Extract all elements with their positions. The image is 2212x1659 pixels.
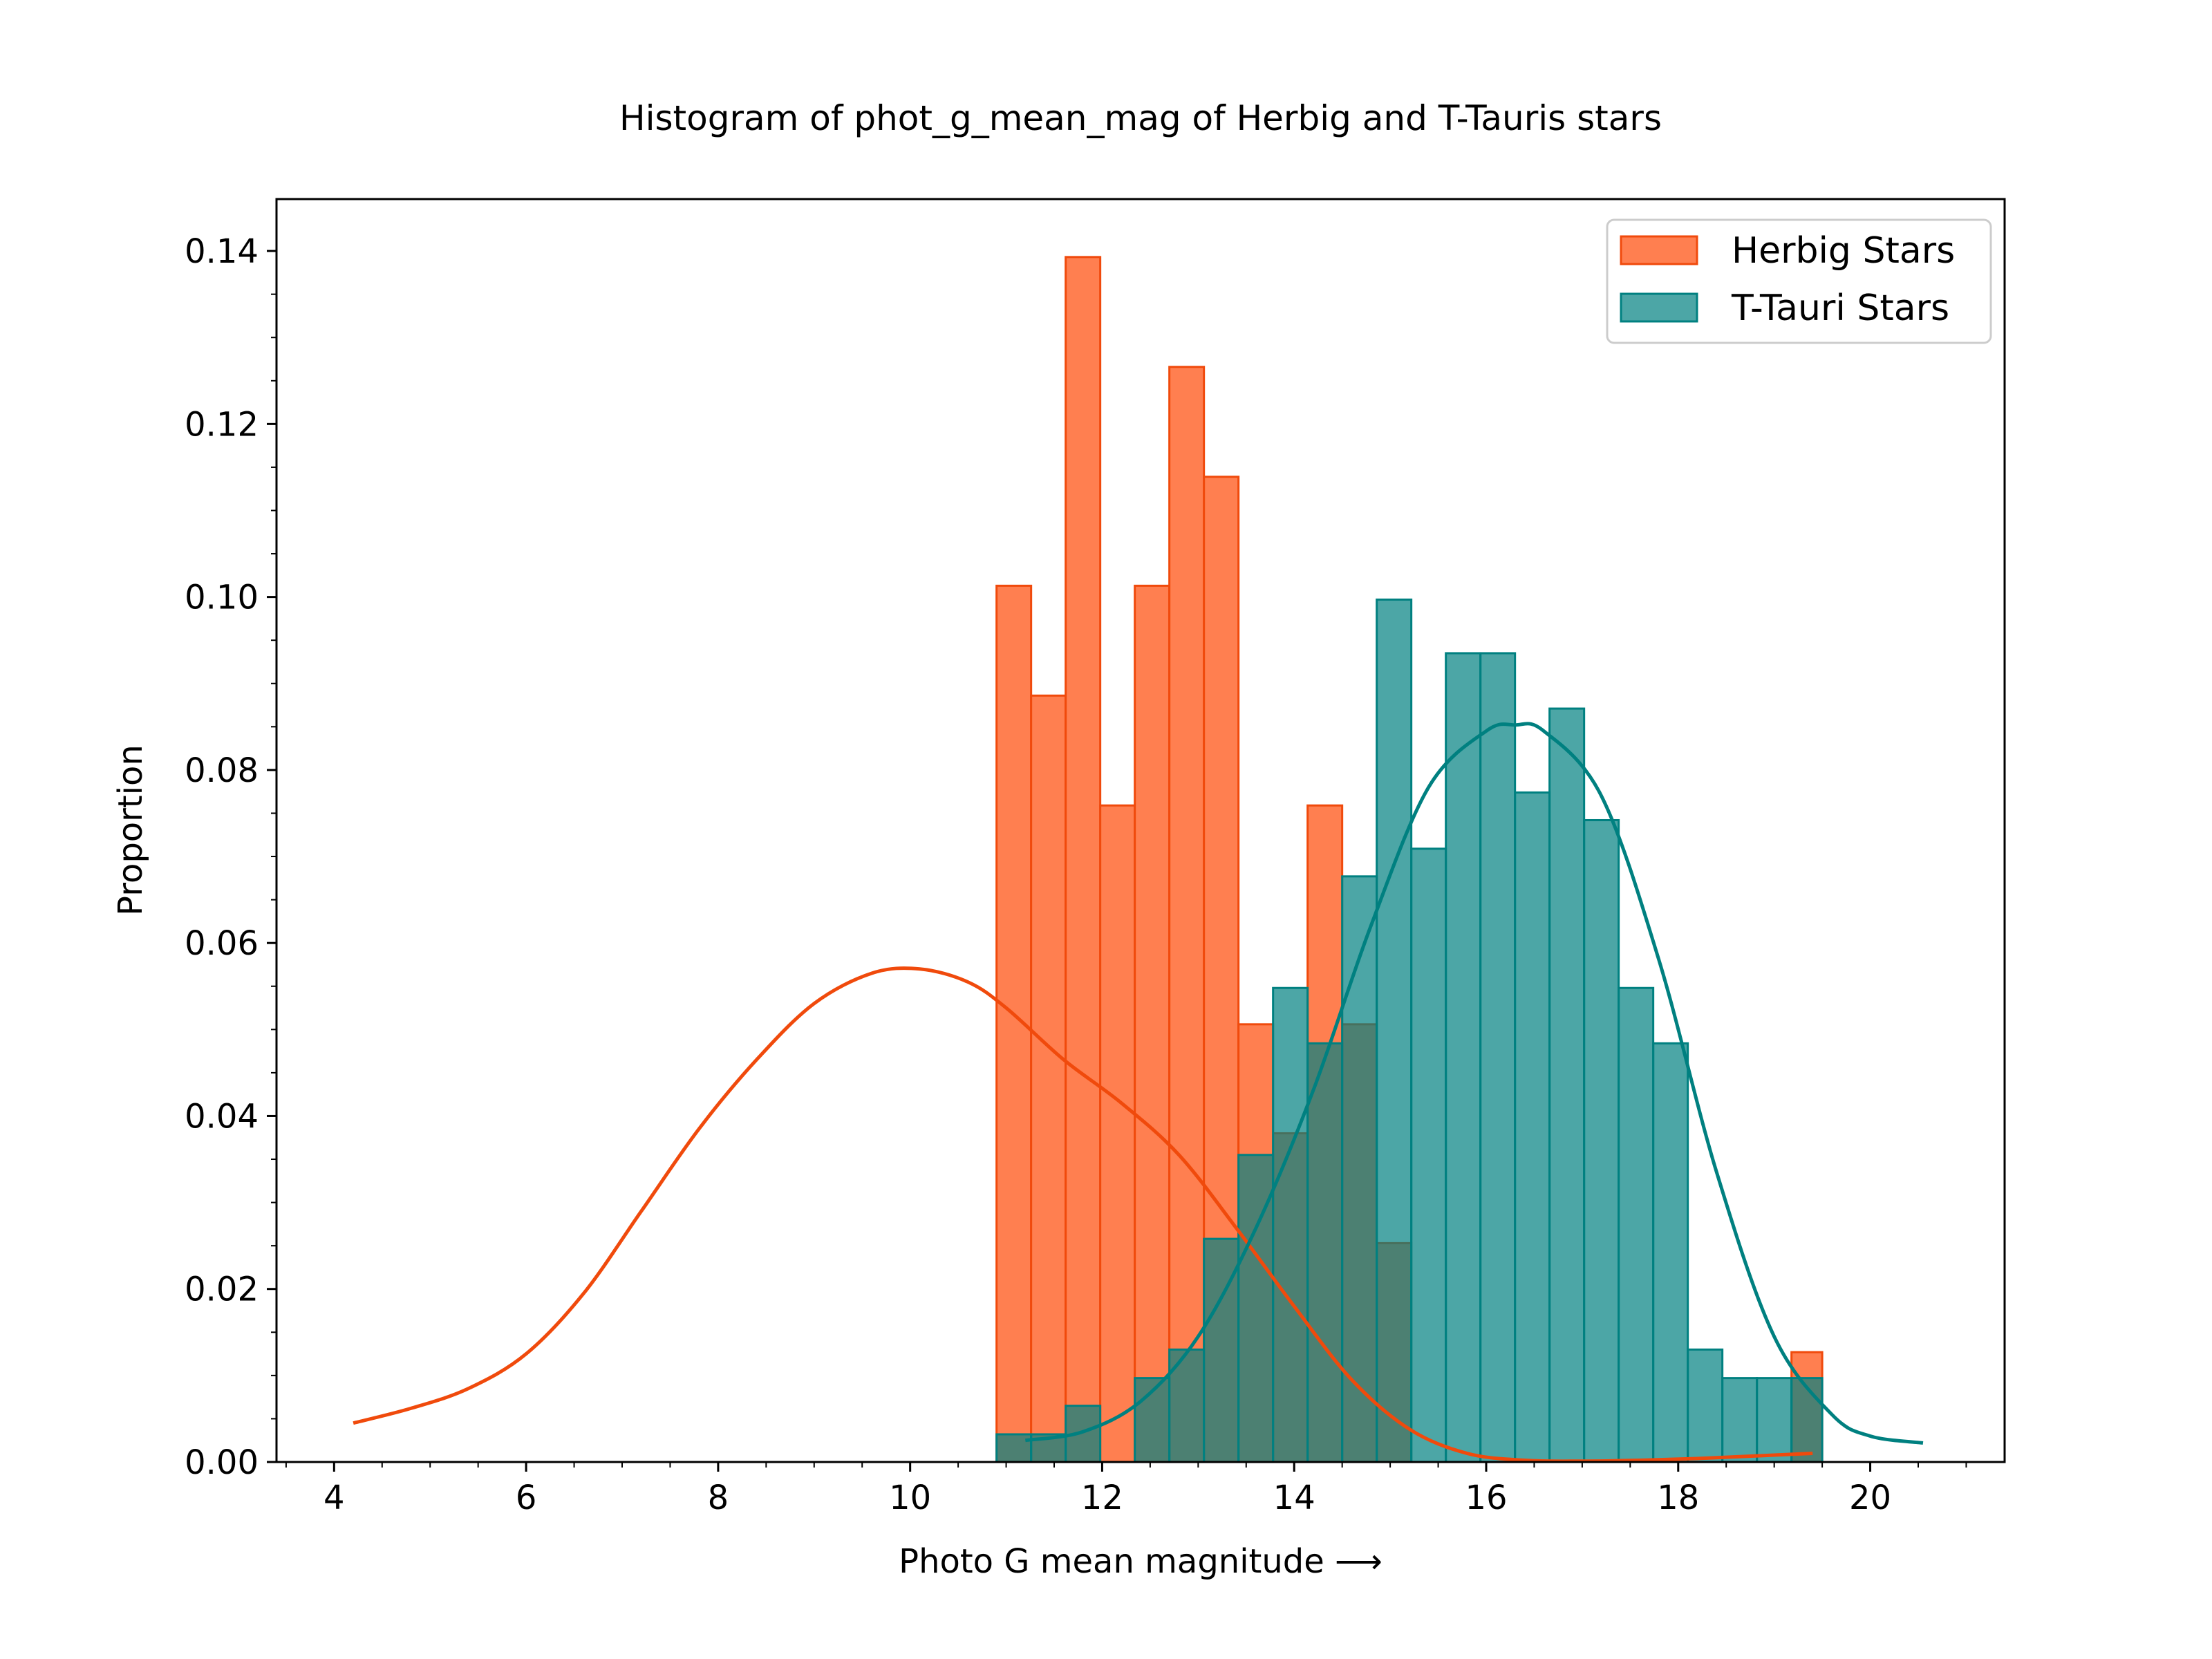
x-axis-label: Photo G mean magnitude ⟶ — [899, 1542, 1382, 1581]
bar-ttauri — [1272, 986, 1309, 1463]
legend-label-herbig: Herbig Stars — [1732, 230, 1955, 272]
bar-herbig — [1168, 366, 1206, 1463]
y-tick-label: 0.06 — [185, 924, 259, 963]
bar-herbig — [1134, 584, 1171, 1463]
kde-line-ttauri — [1024, 722, 1924, 1445]
chart-title: Histogram of phot_g_mean_mag of Herbig a… — [619, 98, 1662, 138]
y-tick-label: 0.12 — [185, 405, 259, 444]
legend: Herbig Stars T-Tauri Stars — [1606, 218, 1992, 344]
x-axis: 4 6 8 10 12 14 16 18 20 — [285, 1462, 1967, 1517]
y-tick-label: 0.00 — [185, 1443, 259, 1482]
bar-herbig — [1099, 804, 1136, 1463]
bar-herbig — [1065, 256, 1102, 1463]
bar-ttauri — [995, 1433, 1033, 1463]
bar-ttauri — [1514, 791, 1551, 1463]
y-tick-label: 0.10 — [185, 579, 259, 617]
x-tick-label: 8 — [708, 1479, 729, 1517]
bar-ttauri — [1687, 1348, 1724, 1463]
x-tick-label: 10 — [889, 1479, 931, 1517]
bar-ttauri — [1790, 1377, 1824, 1463]
y-tick-label: 0.02 — [185, 1271, 259, 1309]
bar-ttauri — [1652, 1042, 1689, 1463]
x-tick-label: 20 — [1849, 1479, 1891, 1517]
bar-ttauri — [1583, 818, 1620, 1463]
y-axis: 0.00 0.02 0.04 0.06 0.08 0.10 0.12 0.14 — [185, 232, 276, 1482]
bar-ttauri — [1376, 598, 1413, 1463]
y-tick-label: 0.14 — [185, 232, 259, 271]
legend-label-ttauri: T-Tauri Stars — [1731, 288, 1949, 329]
x-tick-label: 6 — [516, 1479, 537, 1517]
bar-herbig — [1030, 694, 1067, 1463]
ttauri-bars — [995, 598, 1824, 1463]
x-tick-label: 4 — [324, 1479, 345, 1517]
bar-ttauri — [1134, 1377, 1171, 1463]
x-tick-label: 12 — [1081, 1479, 1123, 1517]
bar-ttauri — [1721, 1377, 1759, 1463]
legend-swatch-herbig — [1620, 235, 1698, 265]
bar-ttauri — [1479, 652, 1517, 1463]
x-tick-label: 14 — [1273, 1479, 1315, 1517]
bar-ttauri — [1341, 875, 1378, 1463]
legend-box — [1606, 218, 1992, 344]
legend-swatch-ttauri — [1620, 292, 1698, 323]
bar-ttauri — [1548, 707, 1586, 1463]
bar-ttauri — [1618, 986, 1655, 1463]
bar-ttauri — [1445, 652, 1482, 1463]
y-tick-label: 0.04 — [185, 1097, 259, 1136]
y-tick-label: 0.08 — [185, 751, 259, 790]
bar-ttauri — [1306, 1042, 1344, 1463]
bar-ttauri — [1410, 847, 1447, 1463]
x-tick-label: 18 — [1657, 1479, 1699, 1517]
plot-frame — [275, 198, 2006, 1463]
plot-area — [353, 256, 1924, 1463]
bar-ttauri — [1756, 1377, 1793, 1463]
x-tick-label: 16 — [1465, 1479, 1507, 1517]
y-axis-label: Proportion — [111, 744, 150, 916]
